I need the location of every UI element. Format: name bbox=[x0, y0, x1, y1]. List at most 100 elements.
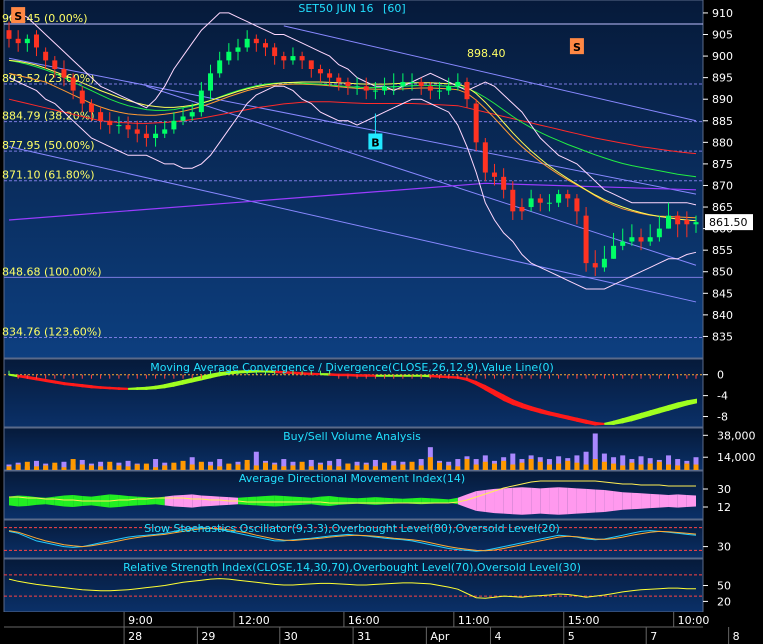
adx-di-area bbox=[512, 487, 522, 515]
volume-buy-bar bbox=[528, 459, 534, 470]
y-tick-label: 20 bbox=[717, 595, 731, 608]
stochastic-k-line bbox=[8, 527, 697, 552]
candle-body bbox=[345, 81, 351, 87]
candle-body bbox=[382, 86, 388, 91]
x-axis-date-label: 7 bbox=[650, 630, 657, 643]
x-axis-date-label: 8 bbox=[733, 630, 740, 643]
candle-body bbox=[528, 198, 534, 208]
candle-body bbox=[308, 60, 314, 70]
candle-body bbox=[620, 241, 626, 246]
candle-body bbox=[372, 90, 378, 92]
candle-body bbox=[592, 263, 598, 268]
candle-body bbox=[217, 60, 223, 74]
signal-badge-buy bbox=[368, 133, 383, 150]
candle-body bbox=[317, 69, 323, 74]
volume-sell-bar bbox=[592, 433, 598, 470]
x-axis-date-label: 5 bbox=[568, 630, 575, 643]
volume-buy-bar bbox=[162, 465, 168, 470]
macd-area-segment bbox=[154, 383, 166, 390]
macd-area-segment bbox=[685, 398, 697, 406]
candle-body bbox=[15, 38, 21, 44]
candle-body bbox=[61, 69, 67, 78]
candle-body bbox=[638, 237, 644, 242]
volume-buy-bar bbox=[61, 467, 67, 470]
volume-buy-bar bbox=[501, 460, 507, 470]
candle-body bbox=[262, 43, 268, 48]
fib-level-label: 877.95 (50.00%) bbox=[2, 139, 95, 152]
y-tick-label: 38,000 bbox=[717, 429, 756, 442]
volume-buy-bar bbox=[565, 460, 571, 470]
volume-buy-bar bbox=[675, 465, 681, 470]
ma-purple-line bbox=[8, 182, 697, 221]
volume-sell-bar bbox=[638, 456, 644, 470]
candle-body bbox=[491, 172, 497, 177]
signal-badge-sell bbox=[569, 38, 584, 55]
volume-buy-bar bbox=[437, 462, 443, 470]
candle-body bbox=[171, 120, 177, 130]
candle-body bbox=[336, 77, 342, 82]
macd-area-segment bbox=[35, 377, 47, 383]
volume-buy-bar bbox=[666, 464, 672, 470]
candle-body bbox=[418, 81, 424, 87]
volume-buy-bar bbox=[79, 464, 85, 470]
ma-green-line bbox=[8, 59, 697, 178]
stochastic-title: Slow Stochastics Oscillator(9,3,3),Overb… bbox=[144, 522, 560, 535]
adx-di-area bbox=[302, 497, 312, 505]
candle-body bbox=[88, 103, 94, 113]
volume-buy-bar bbox=[519, 462, 525, 470]
volume-buy-bar bbox=[693, 464, 699, 470]
volume-buy-bar bbox=[226, 463, 232, 470]
volume-buy-bar bbox=[317, 464, 323, 470]
volume-buy-bar bbox=[620, 465, 626, 470]
adx-di-area bbox=[476, 490, 486, 512]
adx-di-area bbox=[430, 498, 440, 504]
adx-di-area bbox=[54, 495, 64, 507]
volume-buy-bar bbox=[491, 463, 497, 470]
y-tick-label: 880 bbox=[712, 136, 733, 149]
candle-body bbox=[666, 215, 672, 229]
volume-buy-bar bbox=[253, 465, 259, 470]
adx-di-area bbox=[329, 496, 339, 506]
volume-sell-bar bbox=[33, 460, 39, 470]
adx-di-area bbox=[439, 498, 449, 504]
volume-buy-bar bbox=[327, 465, 333, 470]
adx-di-area bbox=[494, 488, 504, 514]
candle-body bbox=[656, 228, 662, 238]
x-axis-background bbox=[0, 612, 763, 644]
volume-sell-bar bbox=[455, 459, 461, 470]
macd-area-segment bbox=[117, 387, 129, 390]
panel-background-0 bbox=[3, 0, 704, 359]
volume-buy-bar bbox=[363, 464, 369, 470]
adx-di-area bbox=[467, 491, 477, 511]
y-tick-label: -8 bbox=[717, 411, 728, 424]
candle-body bbox=[675, 215, 681, 225]
volume-buy-bar bbox=[24, 461, 30, 470]
adx-di-area bbox=[247, 496, 257, 506]
macd-area-segment bbox=[429, 374, 441, 378]
volume-sell-bar bbox=[666, 455, 672, 470]
adx-di-area bbox=[210, 496, 220, 506]
adx-di-area bbox=[503, 487, 513, 515]
x-axis-date-label: 30 bbox=[284, 630, 298, 643]
volume-sell-bar bbox=[125, 460, 131, 470]
panel-titles: SET50 JUN 16 [60] Moving Average Converg… bbox=[123, 2, 581, 574]
volume-buy-bar bbox=[556, 463, 562, 470]
adx-di-area bbox=[155, 496, 165, 506]
volume-buy-bar bbox=[409, 461, 415, 470]
adx-title: Average Directional Movement Index(14) bbox=[239, 472, 465, 485]
volume-buy-bar bbox=[281, 466, 287, 470]
adx-di-area bbox=[265, 495, 275, 507]
candle-body bbox=[601, 258, 607, 268]
volume-sell-bar bbox=[556, 456, 562, 470]
adx-di-area bbox=[558, 487, 568, 515]
y-tick-label: 12 bbox=[717, 501, 731, 514]
volume-buy-bar bbox=[153, 467, 159, 470]
candle-body bbox=[684, 219, 690, 225]
volume-buy-bar bbox=[592, 459, 598, 470]
volume-buy-bar bbox=[656, 461, 662, 470]
price-annotation: 898.40 bbox=[467, 47, 506, 60]
volume-buy-bar bbox=[510, 464, 516, 470]
volume-buy-bar bbox=[647, 463, 653, 470]
volume-buy-bar bbox=[629, 462, 635, 470]
